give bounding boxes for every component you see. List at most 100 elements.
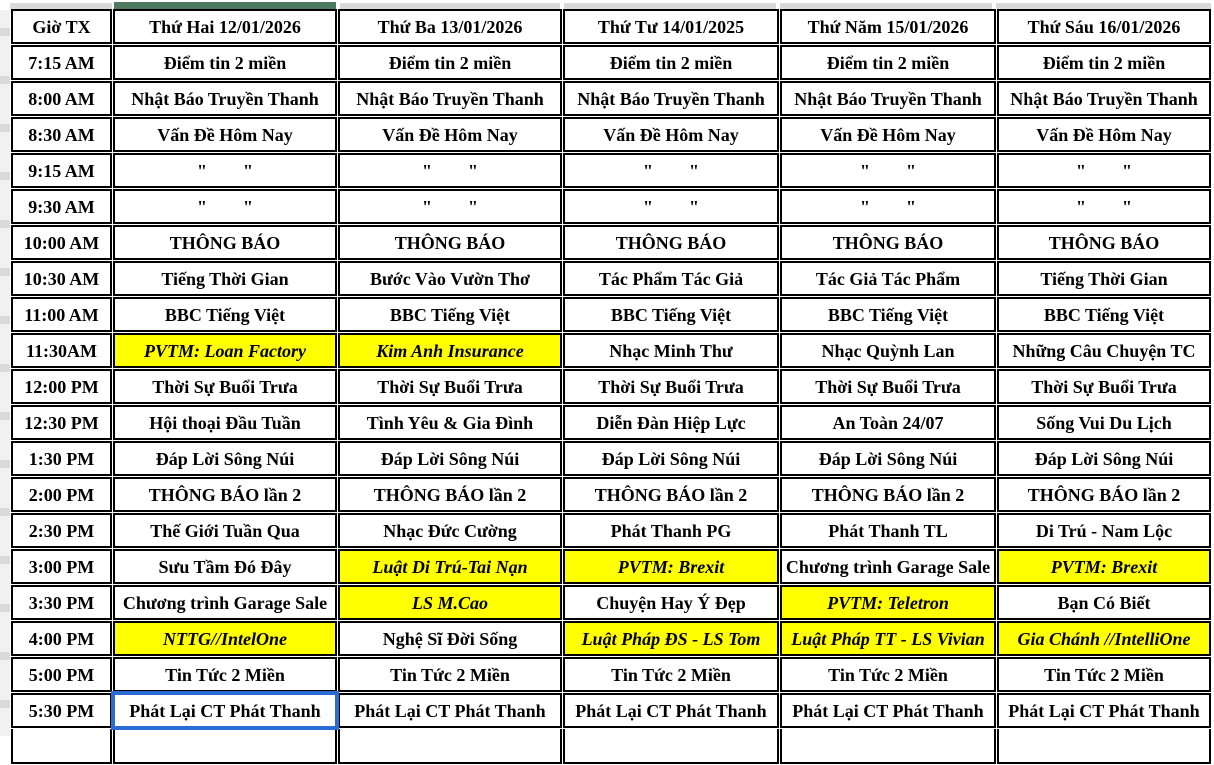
time-label[interactable]: 10:30 AM (11, 261, 112, 296)
program-cell[interactable]: Tác Phẩm Tác Giả (563, 261, 779, 296)
program-cell[interactable]: Phát Lại CT Phát Thanh (338, 693, 562, 728)
program-cell[interactable]: PVTM: Brexit (997, 549, 1211, 584)
program-cell[interactable]: BBC Tiếng Việt (997, 297, 1211, 332)
program-cell[interactable]: BBC Tiếng Việt (563, 297, 779, 332)
program-cell[interactable]: Đáp Lời Sông Núi (997, 441, 1211, 476)
day-header[interactable]: Thứ Tư 14/01/2025 (563, 9, 779, 44)
program-cell[interactable]: Luật Pháp TT - LS Vivian (780, 621, 996, 656)
program-cell[interactable]: Đáp Lời Sông Núi (780, 441, 996, 476)
program-cell[interactable]: Nhật Báo Truyền Thanh (780, 81, 996, 116)
time-label[interactable]: 2:30 PM (11, 513, 112, 548)
program-cell[interactable]: THÔNG BÁO lần 2 (780, 477, 996, 512)
time-label[interactable]: 7:15 AM (11, 45, 112, 80)
program-cell[interactable]: LS M.Cao (338, 585, 562, 620)
program-cell[interactable]: THÔNG BÁO (113, 225, 337, 260)
program-cell[interactable]: Điểm tin 2 miền (997, 45, 1211, 80)
program-cell[interactable]: PVTM: Teletron (780, 585, 996, 620)
program-cell[interactable]: NTTG//IntelOne (113, 621, 337, 656)
program-cell[interactable]: " " (780, 153, 996, 188)
program-cell[interactable]: Tin Tức 2 Miền (997, 657, 1211, 692)
program-cell[interactable]: Nhật Báo Truyền Thanh (338, 81, 562, 116)
program-cell[interactable]: Tác Giả Tác Phẩm (780, 261, 996, 296)
time-label[interactable]: 11:30AM (11, 333, 112, 368)
program-cell[interactable]: Thời Sự Buổi Trưa (338, 369, 562, 404)
program-cell[interactable]: Vấn Đề Hôm Nay (563, 117, 779, 152)
selected-cell[interactable]: Phát Lại CT Phát Thanh (111, 691, 339, 730)
program-cell[interactable]: Sưu Tầm Đó Đây (113, 549, 337, 584)
program-cell[interactable]: " " (780, 189, 996, 224)
program-cell[interactable]: Di Trú - Nam Lộc (997, 513, 1211, 548)
program-cell[interactable]: " " (997, 153, 1211, 188)
program-cell[interactable]: Kim Anh Insurance (338, 333, 562, 368)
time-label[interactable]: 5:30 PM (11, 693, 112, 728)
program-cell[interactable]: THÔNG BÁO lần 2 (997, 477, 1211, 512)
time-label[interactable]: 9:15 AM (11, 153, 112, 188)
program-cell[interactable]: An Toàn 24/07 (780, 405, 996, 440)
program-cell[interactable]: Thời Sự Buổi Trưa (563, 369, 779, 404)
program-cell[interactable]: Luật Di Trú-Tai Nạn (338, 549, 562, 584)
program-cell[interactable]: Nhật Báo Truyền Thanh (113, 81, 337, 116)
program-cell[interactable]: Chương trình Garage Sale (113, 585, 337, 620)
program-cell[interactable]: Đáp Lời Sông Núi (113, 441, 337, 476)
program-cell[interactable]: THÔNG BÁO lần 2 (113, 477, 337, 512)
program-cell[interactable]: THÔNG BÁO (338, 225, 562, 260)
day-header[interactable]: Thứ Sáu 16/01/2026 (997, 9, 1211, 44)
program-cell[interactable]: " " (113, 153, 337, 188)
program-cell[interactable]: Nhạc Minh Thư (563, 333, 779, 368)
program-cell[interactable]: Những Câu Chuyện TC (997, 333, 1211, 368)
program-cell[interactable]: Chương trình Garage Sale (780, 549, 996, 584)
program-cell[interactable]: Diễn Đàn Hiệp Lực (563, 405, 779, 440)
time-label[interactable]: 10:00 AM (11, 225, 112, 260)
program-cell[interactable]: Phát Thanh TL (780, 513, 996, 548)
program-cell[interactable]: " " (338, 189, 562, 224)
program-cell[interactable]: Đáp Lời Sông Núi (563, 441, 779, 476)
program-cell[interactable]: Phát Thanh PG (563, 513, 779, 548)
program-cell[interactable]: Gia Chánh //IntelliOne (997, 621, 1211, 656)
partial-row-cell[interactable] (563, 729, 779, 764)
program-cell[interactable]: Tin Tức 2 Miền (113, 657, 337, 692)
partial-row-cell[interactable] (338, 729, 562, 764)
program-cell[interactable]: PVTM: Brexit (563, 549, 779, 584)
program-cell[interactable]: Sống Vui Du Lịch (997, 405, 1211, 440)
program-cell[interactable]: THÔNG BÁO lần 2 (338, 477, 562, 512)
time-label[interactable]: 12:30 PM (11, 405, 112, 440)
program-cell[interactable]: " " (563, 189, 779, 224)
partial-row-cell[interactable] (780, 729, 996, 764)
program-cell[interactable]: Vấn Đề Hôm Nay (780, 117, 996, 152)
time-label[interactable]: 3:00 PM (11, 549, 112, 584)
program-cell[interactable]: PVTM: Loan Factory (113, 333, 337, 368)
program-cell[interactable]: THÔNG BÁO (780, 225, 996, 260)
time-label[interactable]: 11:00 AM (11, 297, 112, 332)
partial-row-cell[interactable] (11, 729, 112, 764)
partial-row-cell[interactable] (997, 729, 1211, 764)
time-column-header[interactable]: Giờ TX (11, 9, 112, 44)
program-cell[interactable]: Phát Lại CT Phát Thanh (563, 693, 779, 728)
program-cell[interactable]: Đáp Lời Sông Núi (338, 441, 562, 476)
time-label[interactable]: 12:00 PM (11, 369, 112, 404)
program-cell[interactable]: Nghệ Sĩ Đời Sống (338, 621, 562, 656)
program-cell[interactable]: Nhật Báo Truyền Thanh (997, 81, 1211, 116)
program-cell[interactable]: THÔNG BÁO (997, 225, 1211, 260)
time-label[interactable]: 5:00 PM (11, 657, 112, 692)
program-cell[interactable]: Điểm tin 2 miền (563, 45, 779, 80)
time-label[interactable]: 4:00 PM (11, 621, 112, 656)
time-label[interactable]: 9:30 AM (11, 189, 112, 224)
day-header[interactable]: Thứ Hai 12/01/2026 (113, 9, 337, 44)
program-cell[interactable]: " " (563, 153, 779, 188)
program-cell[interactable]: Chuyện Hay Ý Đẹp (563, 585, 779, 620)
program-cell[interactable]: Vấn Đề Hôm Nay (338, 117, 562, 152)
program-cell[interactable]: Phát Lại CT Phát Thanh (780, 693, 996, 728)
day-header[interactable]: Thứ Năm 15/01/2026 (780, 9, 996, 44)
program-cell[interactable]: Vấn Đề Hôm Nay (113, 117, 337, 152)
day-header[interactable]: Thứ Ba 13/01/2026 (338, 9, 562, 44)
program-cell[interactable]: BBC Tiếng Việt (780, 297, 996, 332)
program-cell[interactable]: BBC Tiếng Việt (113, 297, 337, 332)
time-label[interactable]: 2:00 PM (11, 477, 112, 512)
program-cell[interactable]: Luật Pháp ĐS - LS Tom (563, 621, 779, 656)
program-cell[interactable]: " " (997, 189, 1211, 224)
program-cell[interactable]: Thời Sự Buổi Trưa (997, 369, 1211, 404)
program-cell[interactable]: Thời Sự Buổi Trưa (780, 369, 996, 404)
program-cell[interactable]: Hội thoại Đầu Tuần (113, 405, 337, 440)
program-cell[interactable]: THÔNG BÁO (563, 225, 779, 260)
program-cell[interactable]: Điểm tin 2 miền (338, 45, 562, 80)
